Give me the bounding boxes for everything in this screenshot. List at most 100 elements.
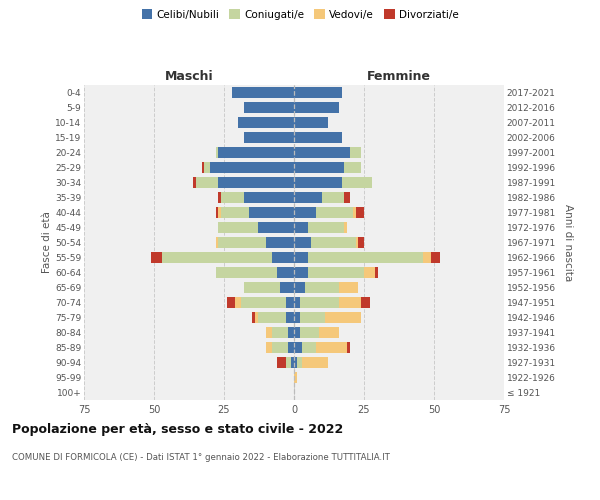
Bar	[308, 266, 364, 278]
Bar	[294, 282, 305, 294]
Bar	[218, 192, 221, 203]
Bar	[322, 192, 344, 203]
Bar	[299, 296, 339, 308]
Bar	[294, 266, 308, 278]
Text: COMUNE DI FORMICOLA (CE) - Dati ISTAT 1° gennaio 2022 - Elaborazione TUTTITALIA.: COMUNE DI FORMICOLA (CE) - Dati ISTAT 1°…	[12, 452, 390, 462]
Text: Popolazione per età, sesso e stato civile - 2022: Popolazione per età, sesso e stato civil…	[12, 422, 343, 436]
Bar	[291, 356, 294, 368]
Text: Femmine: Femmine	[367, 70, 431, 84]
Bar	[221, 192, 244, 203]
Bar	[266, 326, 272, 338]
Bar	[299, 326, 319, 338]
Bar	[210, 162, 294, 173]
Bar	[289, 342, 294, 353]
Bar	[196, 176, 218, 188]
Bar	[294, 356, 297, 368]
Legend: Celibi/Nubili, Coniugati/e, Vedovi/e, Divorziati/e: Celibi/Nubili, Coniugati/e, Vedovi/e, Di…	[137, 5, 463, 24]
Bar	[215, 266, 277, 278]
Bar	[151, 252, 163, 264]
Bar	[272, 342, 289, 353]
Bar	[218, 206, 221, 218]
Bar	[361, 296, 370, 308]
Bar	[294, 116, 328, 128]
Bar	[316, 342, 347, 353]
Bar	[286, 296, 294, 308]
Bar	[202, 162, 205, 173]
Bar	[249, 206, 294, 218]
Bar	[353, 206, 356, 218]
Bar	[294, 162, 344, 173]
Bar	[244, 102, 294, 114]
Bar	[193, 176, 196, 188]
Bar	[319, 326, 339, 338]
Bar	[294, 192, 322, 203]
Bar	[339, 282, 358, 294]
Bar	[294, 132, 341, 143]
Bar	[280, 282, 294, 294]
Bar	[244, 282, 280, 294]
Bar	[294, 206, 316, 218]
Bar	[286, 356, 291, 368]
Bar	[294, 312, 299, 324]
Bar	[356, 236, 358, 248]
Bar	[215, 236, 218, 248]
Bar	[257, 312, 286, 324]
Bar	[286, 312, 294, 324]
Bar	[266, 342, 272, 353]
Bar	[356, 206, 364, 218]
Bar	[244, 132, 294, 143]
Bar	[241, 296, 286, 308]
Bar	[252, 312, 255, 324]
Bar	[294, 222, 308, 234]
Bar	[294, 86, 341, 99]
Bar	[311, 236, 356, 248]
Bar	[235, 296, 241, 308]
Bar	[272, 326, 289, 338]
Bar	[266, 236, 294, 248]
Bar	[423, 252, 431, 264]
Y-axis label: Anni di nascita: Anni di nascita	[563, 204, 572, 281]
Bar	[238, 116, 294, 128]
Bar	[215, 206, 218, 218]
Bar	[218, 146, 294, 158]
Bar	[339, 296, 361, 308]
Bar	[431, 252, 440, 264]
Bar	[289, 326, 294, 338]
Bar	[316, 206, 353, 218]
Bar	[294, 176, 341, 188]
Bar	[277, 356, 286, 368]
Bar	[308, 252, 423, 264]
Bar	[221, 206, 249, 218]
Bar	[163, 252, 272, 264]
Bar	[294, 326, 299, 338]
Bar	[308, 222, 344, 234]
Bar	[375, 266, 378, 278]
Bar	[294, 372, 297, 384]
Bar	[294, 146, 350, 158]
Bar	[344, 192, 350, 203]
Bar	[302, 356, 328, 368]
Bar	[218, 236, 266, 248]
Bar	[227, 296, 235, 308]
Bar	[255, 312, 257, 324]
Bar	[294, 236, 311, 248]
Bar	[218, 222, 257, 234]
Bar	[244, 192, 294, 203]
Bar	[277, 266, 294, 278]
Bar	[232, 86, 294, 99]
Bar	[299, 312, 325, 324]
Bar	[257, 222, 294, 234]
Bar	[297, 356, 302, 368]
Bar	[347, 342, 350, 353]
Bar	[341, 176, 373, 188]
Bar	[215, 146, 218, 158]
Bar	[302, 342, 316, 353]
Y-axis label: Fasce di età: Fasce di età	[42, 212, 52, 274]
Bar	[344, 162, 361, 173]
Bar	[294, 342, 302, 353]
Bar	[364, 266, 375, 278]
Bar	[344, 222, 347, 234]
Bar	[294, 102, 339, 114]
Bar	[205, 162, 210, 173]
Bar	[294, 252, 308, 264]
